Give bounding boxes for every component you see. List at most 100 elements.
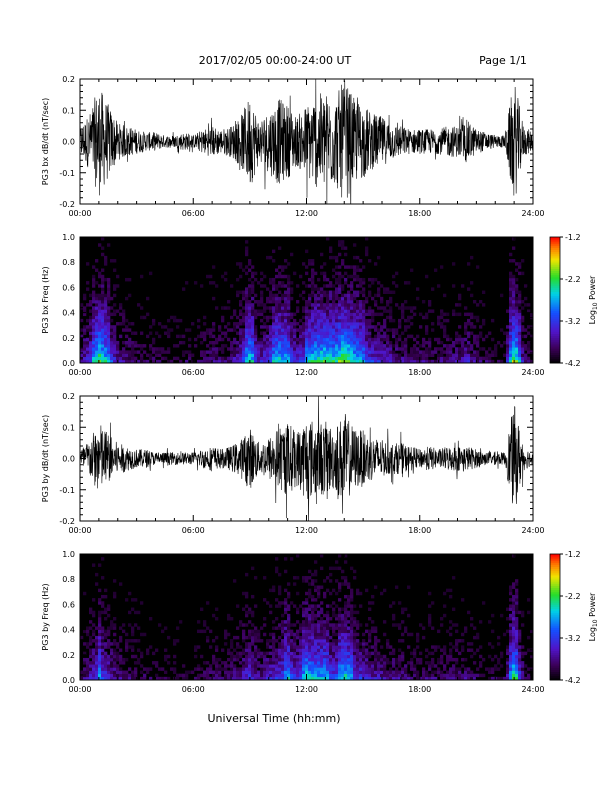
spectrogram-cell (359, 284, 363, 288)
spectrogram-cell (212, 265, 216, 269)
spectrogram-cell (284, 667, 288, 671)
spectrogram-cell (119, 359, 123, 364)
spectrogram-cell (104, 293, 108, 298)
spectrogram-cell (401, 632, 405, 637)
spectrogram-cell (380, 661, 384, 665)
colorbar-segment (550, 306, 560, 309)
spectrogram-cell (215, 347, 219, 351)
spectrogram-cell (392, 274, 396, 279)
spectrogram-cell (92, 318, 96, 323)
spectrogram-cell (461, 645, 465, 649)
spectrogram-cell (134, 610, 138, 615)
spectrogram-cell (344, 582, 348, 586)
spectrogram-cell (359, 661, 363, 665)
spectrogram-cell (206, 661, 210, 665)
spectrogram-cell (263, 309, 267, 313)
spectrogram-cell (287, 594, 291, 599)
spectrogram-cell (281, 623, 285, 627)
spectrogram-cell (203, 350, 207, 354)
spectrogram-cell (317, 328, 321, 332)
spectrogram-cell (248, 642, 252, 646)
spectrogram-cell (527, 356, 531, 361)
spectrogram-cell (308, 315, 312, 320)
spectrogram-cell (218, 347, 222, 351)
spectrogram-cell (254, 315, 258, 320)
spectrogram-cell (95, 328, 99, 332)
spectrogram-cell (269, 667, 273, 671)
colorbar-segment (550, 619, 560, 622)
spectrogram-cell (296, 635, 300, 640)
spectrogram-cell (362, 306, 366, 310)
spectrogram-cell (350, 648, 354, 652)
spectrogram-cell (317, 588, 321, 593)
spectrogram-cell (320, 315, 324, 320)
spectrogram-cell (320, 610, 324, 615)
spectrogram-cell (146, 648, 150, 652)
spectrogram-cell (155, 353, 159, 357)
spectrogram-cell (332, 296, 336, 301)
spectrogram-cell (122, 623, 126, 627)
spectrogram-cell (326, 629, 330, 634)
spectrogram-cell (503, 331, 507, 335)
spectrogram-cell (371, 651, 375, 656)
spectrogram-cell (368, 664, 372, 668)
spectrogram-cell (104, 318, 108, 323)
spectrogram-cell (194, 676, 198, 681)
spectrogram-cell (83, 296, 87, 301)
y-tick-label: 0.1 (62, 106, 75, 115)
spectrogram-cell (314, 560, 318, 564)
spectrogram-cell (347, 642, 351, 646)
spectrogram-cell (377, 654, 381, 659)
spectrogram-cell (317, 613, 321, 618)
colorbar-segment (550, 316, 560, 320)
spectrogram-cell (215, 664, 219, 668)
spectrogram-cell (125, 676, 129, 681)
spectrogram-cell (284, 651, 288, 656)
spectrogram-cell (317, 657, 321, 662)
spectrogram-cell (467, 331, 471, 335)
spectrogram-cell (98, 315, 102, 320)
spectrogram-cell (395, 359, 399, 364)
spectrogram-cell (203, 359, 207, 364)
spectrogram-cell (230, 359, 234, 364)
spectrogram-cell (215, 676, 219, 681)
spectrogram-cell (515, 337, 519, 342)
colorbar-segment (550, 247, 560, 250)
spectrogram-cell (299, 293, 303, 298)
spectrogram-cell (290, 648, 294, 652)
spectrogram-cell (419, 356, 423, 361)
spectrogram-cell (320, 337, 324, 342)
spectrogram-cell (122, 359, 126, 364)
spectrogram-cell (398, 623, 402, 627)
spectrogram-cell (269, 344, 273, 348)
spectrogram-cell (248, 322, 252, 326)
spectrogram-cell (464, 328, 468, 332)
spectrogram-cell (512, 598, 516, 602)
spectrogram-cell (305, 651, 309, 656)
spectrogram-cell (398, 356, 402, 361)
spectrogram-cell (395, 340, 399, 345)
spectrogram-cell (149, 676, 153, 681)
spectrogram-cell (362, 325, 366, 329)
spectrogram-cell (269, 306, 273, 310)
spectrogram-cell (425, 654, 429, 659)
spectrogram-cell (395, 667, 399, 671)
spectrogram-cell (359, 337, 363, 342)
spectrogram-cell (311, 623, 315, 627)
spectrogram-cell (344, 629, 348, 634)
spectrogram-cell (410, 309, 414, 313)
spectrogram-cell (227, 328, 231, 332)
spectrogram-cell (113, 309, 117, 313)
colorbar-frame (549, 553, 561, 681)
spectrogram-cell (251, 623, 255, 627)
spectrogram-cell (104, 337, 108, 342)
spectrogram-cell (149, 331, 153, 335)
spectrogram-cell (449, 588, 453, 593)
spectrogram-cell (341, 325, 345, 329)
spectrogram-cell (239, 661, 243, 665)
spectrogram-cell (275, 651, 279, 656)
spectrogram-cell (275, 626, 279, 630)
spectrogram-cell (323, 344, 327, 348)
spectrogram-cell (98, 318, 102, 323)
spectrogram-cell (260, 309, 264, 313)
